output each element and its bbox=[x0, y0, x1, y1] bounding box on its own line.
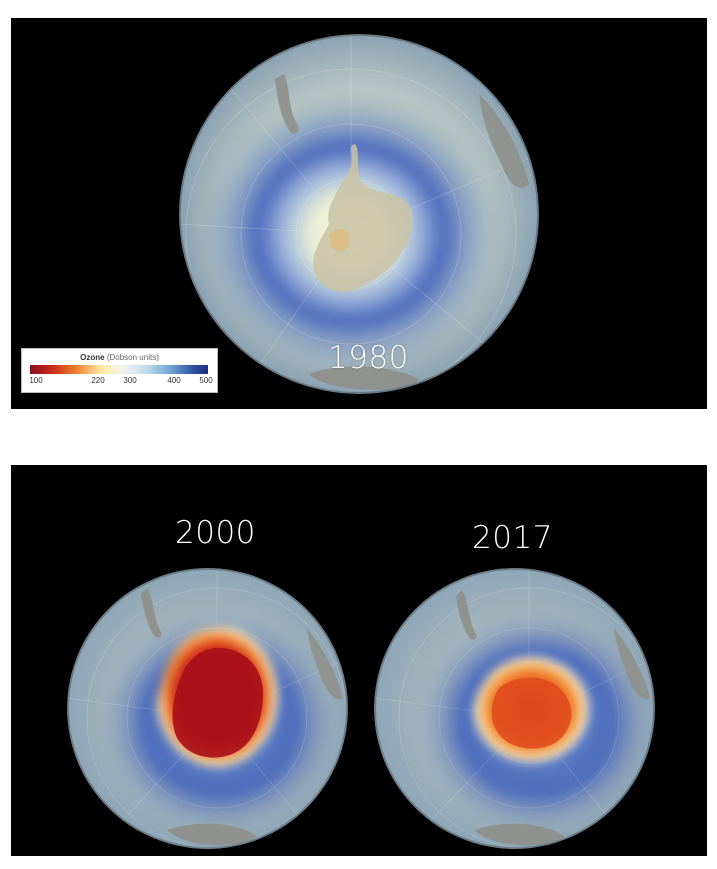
legend-color-bar bbox=[30, 365, 208, 374]
panel-1980: 1980 Ozone (Dobson units) 100 220 300 40… bbox=[11, 18, 707, 409]
globe-2017-image bbox=[374, 568, 655, 849]
panel-2000-2017: 2000 2017 bbox=[11, 465, 707, 856]
legend-tick: 100 bbox=[29, 376, 43, 385]
legend-title-units: (Dobson units) bbox=[106, 353, 159, 362]
legend-tick: 300 bbox=[123, 376, 137, 385]
legend-tick: 220 bbox=[91, 376, 105, 385]
legend-ticks: 100 220 300 400 500 bbox=[22, 376, 217, 388]
legend-title-bold: Ozone bbox=[80, 353, 105, 362]
globe-1980 bbox=[179, 34, 539, 394]
year-label-1980: 1980 bbox=[328, 340, 409, 376]
year-label-2017: 2017 bbox=[472, 520, 553, 556]
year-label-2000: 2000 bbox=[175, 515, 256, 551]
globe-2017 bbox=[374, 568, 655, 849]
globe-2000-image bbox=[67, 568, 348, 849]
ozone-legend: Ozone (Dobson units) 100 220 300 400 500 bbox=[21, 348, 218, 393]
legend-tick: 400 bbox=[167, 376, 181, 385]
legend-tick: 500 bbox=[199, 376, 213, 385]
globe-2000 bbox=[67, 568, 348, 849]
legend-title: Ozone (Dobson units) bbox=[22, 353, 217, 363]
globe-1980-image bbox=[179, 34, 539, 394]
